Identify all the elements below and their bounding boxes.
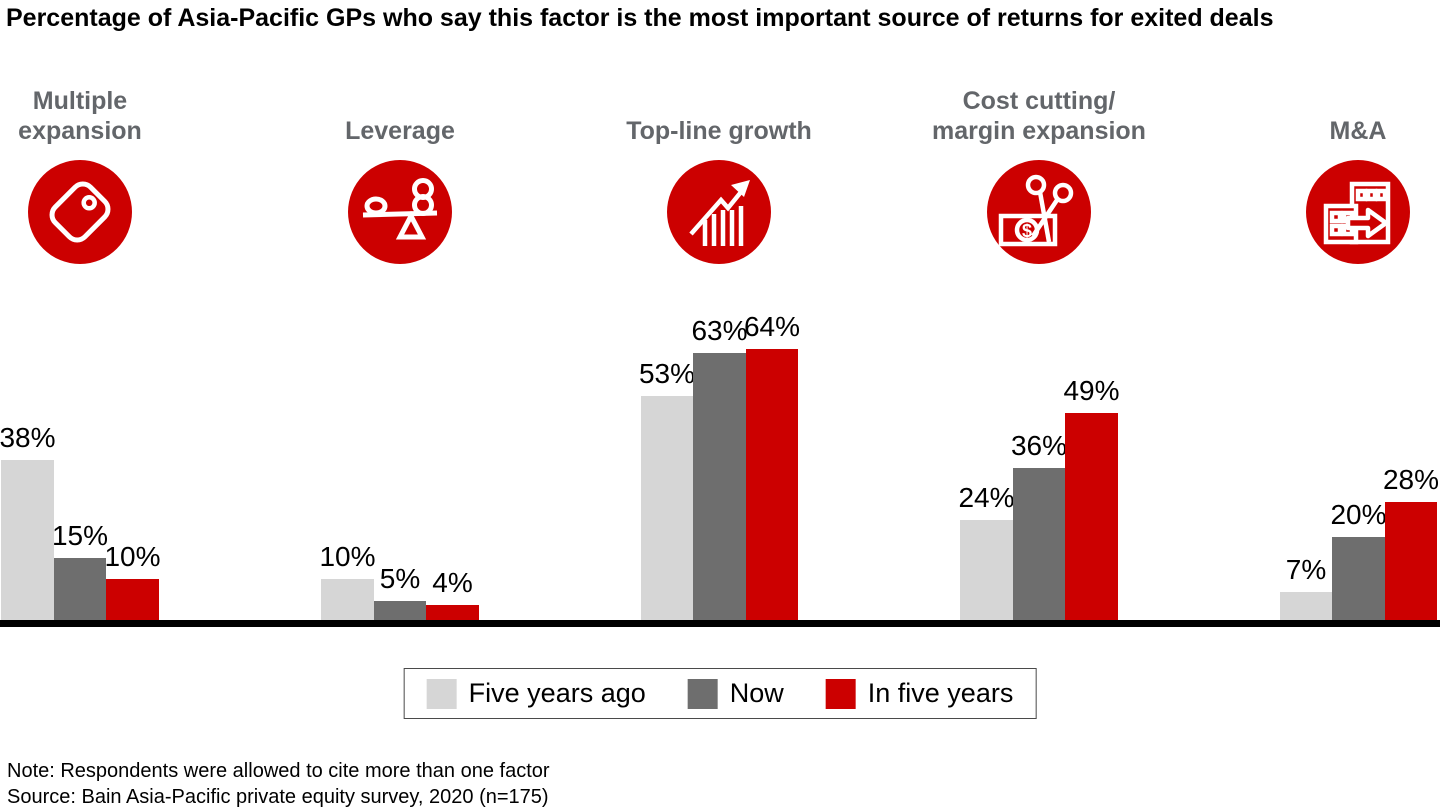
bar-now [1012, 468, 1066, 622]
bar-value-label: 15% [51, 520, 109, 551]
category-column-leverage: Leverage [240, 84, 560, 264]
bar-in-five-years [426, 605, 479, 622]
bar-value-label: 7% [1285, 554, 1327, 585]
x-axis-line [0, 620, 1440, 627]
legend: Five years ago Now In five years [403, 668, 1037, 719]
bar-five-years-ago [640, 396, 694, 622]
footnotes: Note: Respondents were allowed to cite m… [7, 758, 550, 810]
bar-in-five-years [745, 349, 799, 622]
category-column-multiple-expansion: Multiple expansion [0, 84, 240, 264]
price-tag-icon [28, 160, 132, 264]
category-column-cost-cutting: Cost cutting/ margin expansion $ [879, 84, 1199, 264]
category-label-line: Multiple [32, 87, 128, 115]
category-label: Top-line growth [559, 84, 879, 146]
bar-value-label: 36% [1010, 430, 1068, 461]
bar-now [1332, 537, 1385, 622]
category-label-line: expansion [18, 117, 142, 145]
category-label: M&A [1198, 84, 1440, 146]
source-text: Source: Bain Asia-Pacific private equity… [7, 786, 549, 808]
bar-value-label: 49% [1063, 375, 1120, 406]
buildings-merger-arrow-icon [1306, 160, 1410, 264]
legend-swatch-in-five-years [825, 678, 856, 709]
bar-value-label: 53% [638, 358, 696, 389]
category-label-line: Top-line growth [626, 117, 812, 145]
rising-chart-arrow-icon [667, 160, 771, 264]
note-text: Note: Respondents were allowed to cite m… [7, 760, 550, 782]
legend-label: In five years [867, 678, 1014, 708]
bar-value-label: 64% [743, 311, 801, 342]
legend-swatch-five-years-ago [426, 678, 457, 709]
bar-value-label: 10% [104, 541, 161, 572]
legend-swatch-now [687, 678, 718, 709]
legend-item-in-five-years: In five years [825, 678, 1014, 709]
legend-item-now: Now [687, 678, 784, 709]
legend-item-five-years-ago: Five years ago [426, 678, 646, 709]
category-column-ma: M&A [1198, 84, 1440, 264]
bar-five-years-ago [1279, 592, 1333, 622]
bar-five-years-ago [321, 579, 374, 622]
category-label-line: Leverage [345, 117, 455, 145]
category-label-line: margin expansion [932, 117, 1146, 145]
bar-five-years-ago [1, 460, 54, 622]
legend-label: Five years ago [468, 678, 646, 708]
bar-now [53, 558, 107, 622]
scissors-cutting-money-icon: $ [987, 160, 1091, 264]
category-column-top-line-growth: Top-line growth [559, 84, 879, 264]
category-label-line: M&A [1329, 117, 1387, 145]
bar-value-label: 38% [0, 422, 56, 453]
category-label-line: Cost cutting/ [962, 87, 1116, 115]
category-label: Cost cutting/ margin expansion [879, 84, 1199, 146]
bar-now [373, 601, 427, 622]
bar-value-label: 24% [958, 482, 1015, 513]
legend-label: Now [729, 678, 784, 708]
bar-value-label: 4% [432, 567, 473, 598]
bar-in-five-years [1384, 502, 1438, 622]
bar-value-label: 20% [1330, 499, 1387, 530]
chart-title: Percentage of Asia-Pacific GPs who say t… [6, 4, 1274, 32]
category-label: Leverage [240, 84, 560, 146]
bar-value-label: 28% [1382, 464, 1440, 495]
bar-now [693, 353, 746, 622]
category-label: Multiple expansion [0, 84, 240, 146]
svg-text:$: $ [1022, 221, 1032, 241]
balance-seesaw-icon [348, 160, 452, 264]
bar-value-label: 10% [319, 541, 376, 572]
bar-value-label: 5% [379, 563, 421, 594]
bar-chart-plot: 38% 15% 10% 10% 5% 4% 53% 63% 64% 24% 36% 49% 7% 20% 2… [0, 311, 1440, 622]
bar-in-five-years [106, 579, 159, 622]
bar-five-years-ago [960, 520, 1013, 622]
bar-value-label: 63% [691, 315, 748, 346]
bar-in-five-years [1065, 413, 1118, 622]
